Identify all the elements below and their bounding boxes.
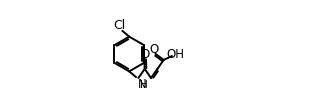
Text: O: O <box>149 43 158 56</box>
Text: H: H <box>140 80 147 90</box>
Text: OH: OH <box>167 48 185 61</box>
Text: Cl: Cl <box>113 19 126 32</box>
Text: O: O <box>140 48 149 60</box>
Text: N: N <box>137 78 146 91</box>
